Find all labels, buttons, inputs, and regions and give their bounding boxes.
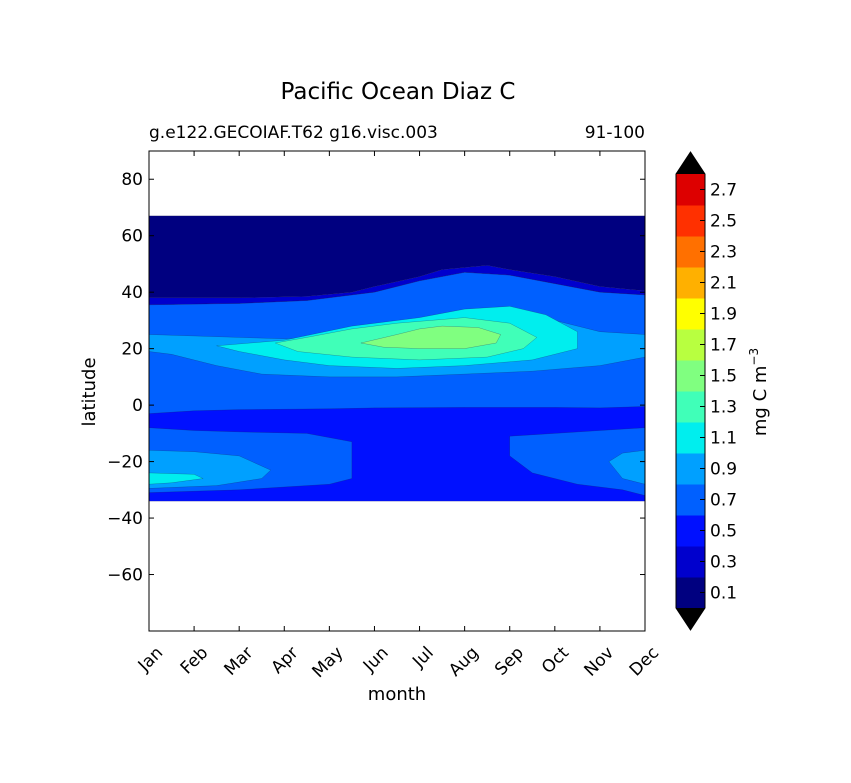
colorbar-tick-label: 1.5 [710,367,737,387]
x-tick-label: Dec [626,643,663,680]
colorbar-tick-label: 2.3 [710,243,737,263]
x-tick-label: Sep [491,643,528,680]
colorbar-segment [676,375,705,392]
colorbar-tick-label: 2.7 [710,181,737,201]
colorbar-segment [676,251,705,268]
x-tick-label: Apr [267,643,302,678]
colorbar-tick-label: 0.9 [710,460,737,480]
colorbar-tick-label: 0.5 [710,522,737,542]
colorbar-segment [676,561,705,578]
colorbar-tick-label: 1.7 [710,336,737,356]
y-tick-label: 40 [121,283,143,303]
colorbar-tick-label: 0.1 [710,584,737,604]
x-tick-label: Jul [408,643,437,672]
colorbar-segment [676,391,705,407]
contour-region-8 [608,450,645,485]
x-tick-label: May [309,643,348,682]
colorbar-segment [676,282,705,299]
x-tick-label: Mar [221,643,258,680]
x-tick-label: Aug [445,643,483,681]
colorbar-segment [676,236,705,252]
y-tick-label: 80 [121,170,143,190]
colorbar-extend-top [676,152,705,174]
colorbar-segment [676,422,705,438]
chart-subtitle-right: 91-100 [585,123,645,143]
colorbar-segment [676,453,705,469]
colorbar-segment [676,530,705,547]
colorbar-segment [676,329,705,345]
plot-area: Jan Feb Mar Apr May Jun Jul Aug Sep Oct Nov Dec 80 6… [107,150,663,682]
y-tick-label: 60 [121,227,143,247]
contour-regions [149,215,645,502]
y-tick-label: 20 [121,340,143,360]
colorbar-segment [676,174,705,190]
y-tick-label: −40 [107,509,143,529]
colorbar-tick-label: 0.7 [710,491,737,511]
colorbar-segment [676,515,705,531]
colorbar-segment [676,267,705,283]
x-tick-label: Jan [134,643,167,676]
chart-subtitle-left: g.e122.GECOIAF.T62 g16.visc.003 [149,123,438,143]
x-tick-label: Feb [177,643,212,678]
colorbar-segment [676,437,705,454]
colorbar-tick-label: 1.3 [710,398,737,418]
colorbar-segment [676,592,705,609]
colorbar-segment [676,189,705,206]
x-tick-label: Oct [538,643,573,678]
y-tick-label: −60 [107,566,143,586]
colorbar-segment [676,468,705,485]
plot-frame [148,150,646,632]
x-tick-label: Nov [580,643,618,681]
colorbar-segment [676,220,705,237]
colorbar-segment [676,577,705,593]
colorbar-label: mg C m−3 [747,348,771,436]
colorbar-segment [676,499,705,516]
colorbar-segment [676,484,705,500]
colorbar-tick-label: 0.3 [710,553,737,573]
colorbar-segment [676,344,705,361]
contour-region-10 [149,472,204,485]
colorbar-segment [676,205,705,221]
colorbar-tick-label: 1.1 [710,429,737,449]
colorbar-segment [676,313,705,330]
chart-title: Pacific Ocean Diaz C [281,79,516,105]
colorbar-segment [676,406,705,423]
colorbar: 0.1 0.3 0.5 0.7 0.9 1.1 1.3 1.5 1.7 1.9 2.1 2.3 2.5 2… [675,151,737,631]
y-tick-label: −20 [107,453,143,473]
colorbar-extend-bottom [676,608,705,630]
y-axis: 80 60 40 20 0 −20 −40 −60 [107,170,645,586]
contour-region-12 [360,325,501,349]
colorbar-segment [676,298,705,314]
x-tick-label: Jun [359,643,393,677]
colorbar-segment [676,360,705,376]
colorbar-segment [676,546,705,562]
colorbar-tick-label: 2.5 [710,212,737,232]
colorbar-outline [675,151,706,631]
y-axis-label: latitude [79,357,100,426]
colorbar-tick-label: 1.9 [710,305,737,325]
x-axis-label: month [368,684,426,705]
colorbar-tick-label: 2.1 [710,274,737,294]
contour-region-5 [509,427,645,496]
y-tick-label: 0 [132,396,143,416]
